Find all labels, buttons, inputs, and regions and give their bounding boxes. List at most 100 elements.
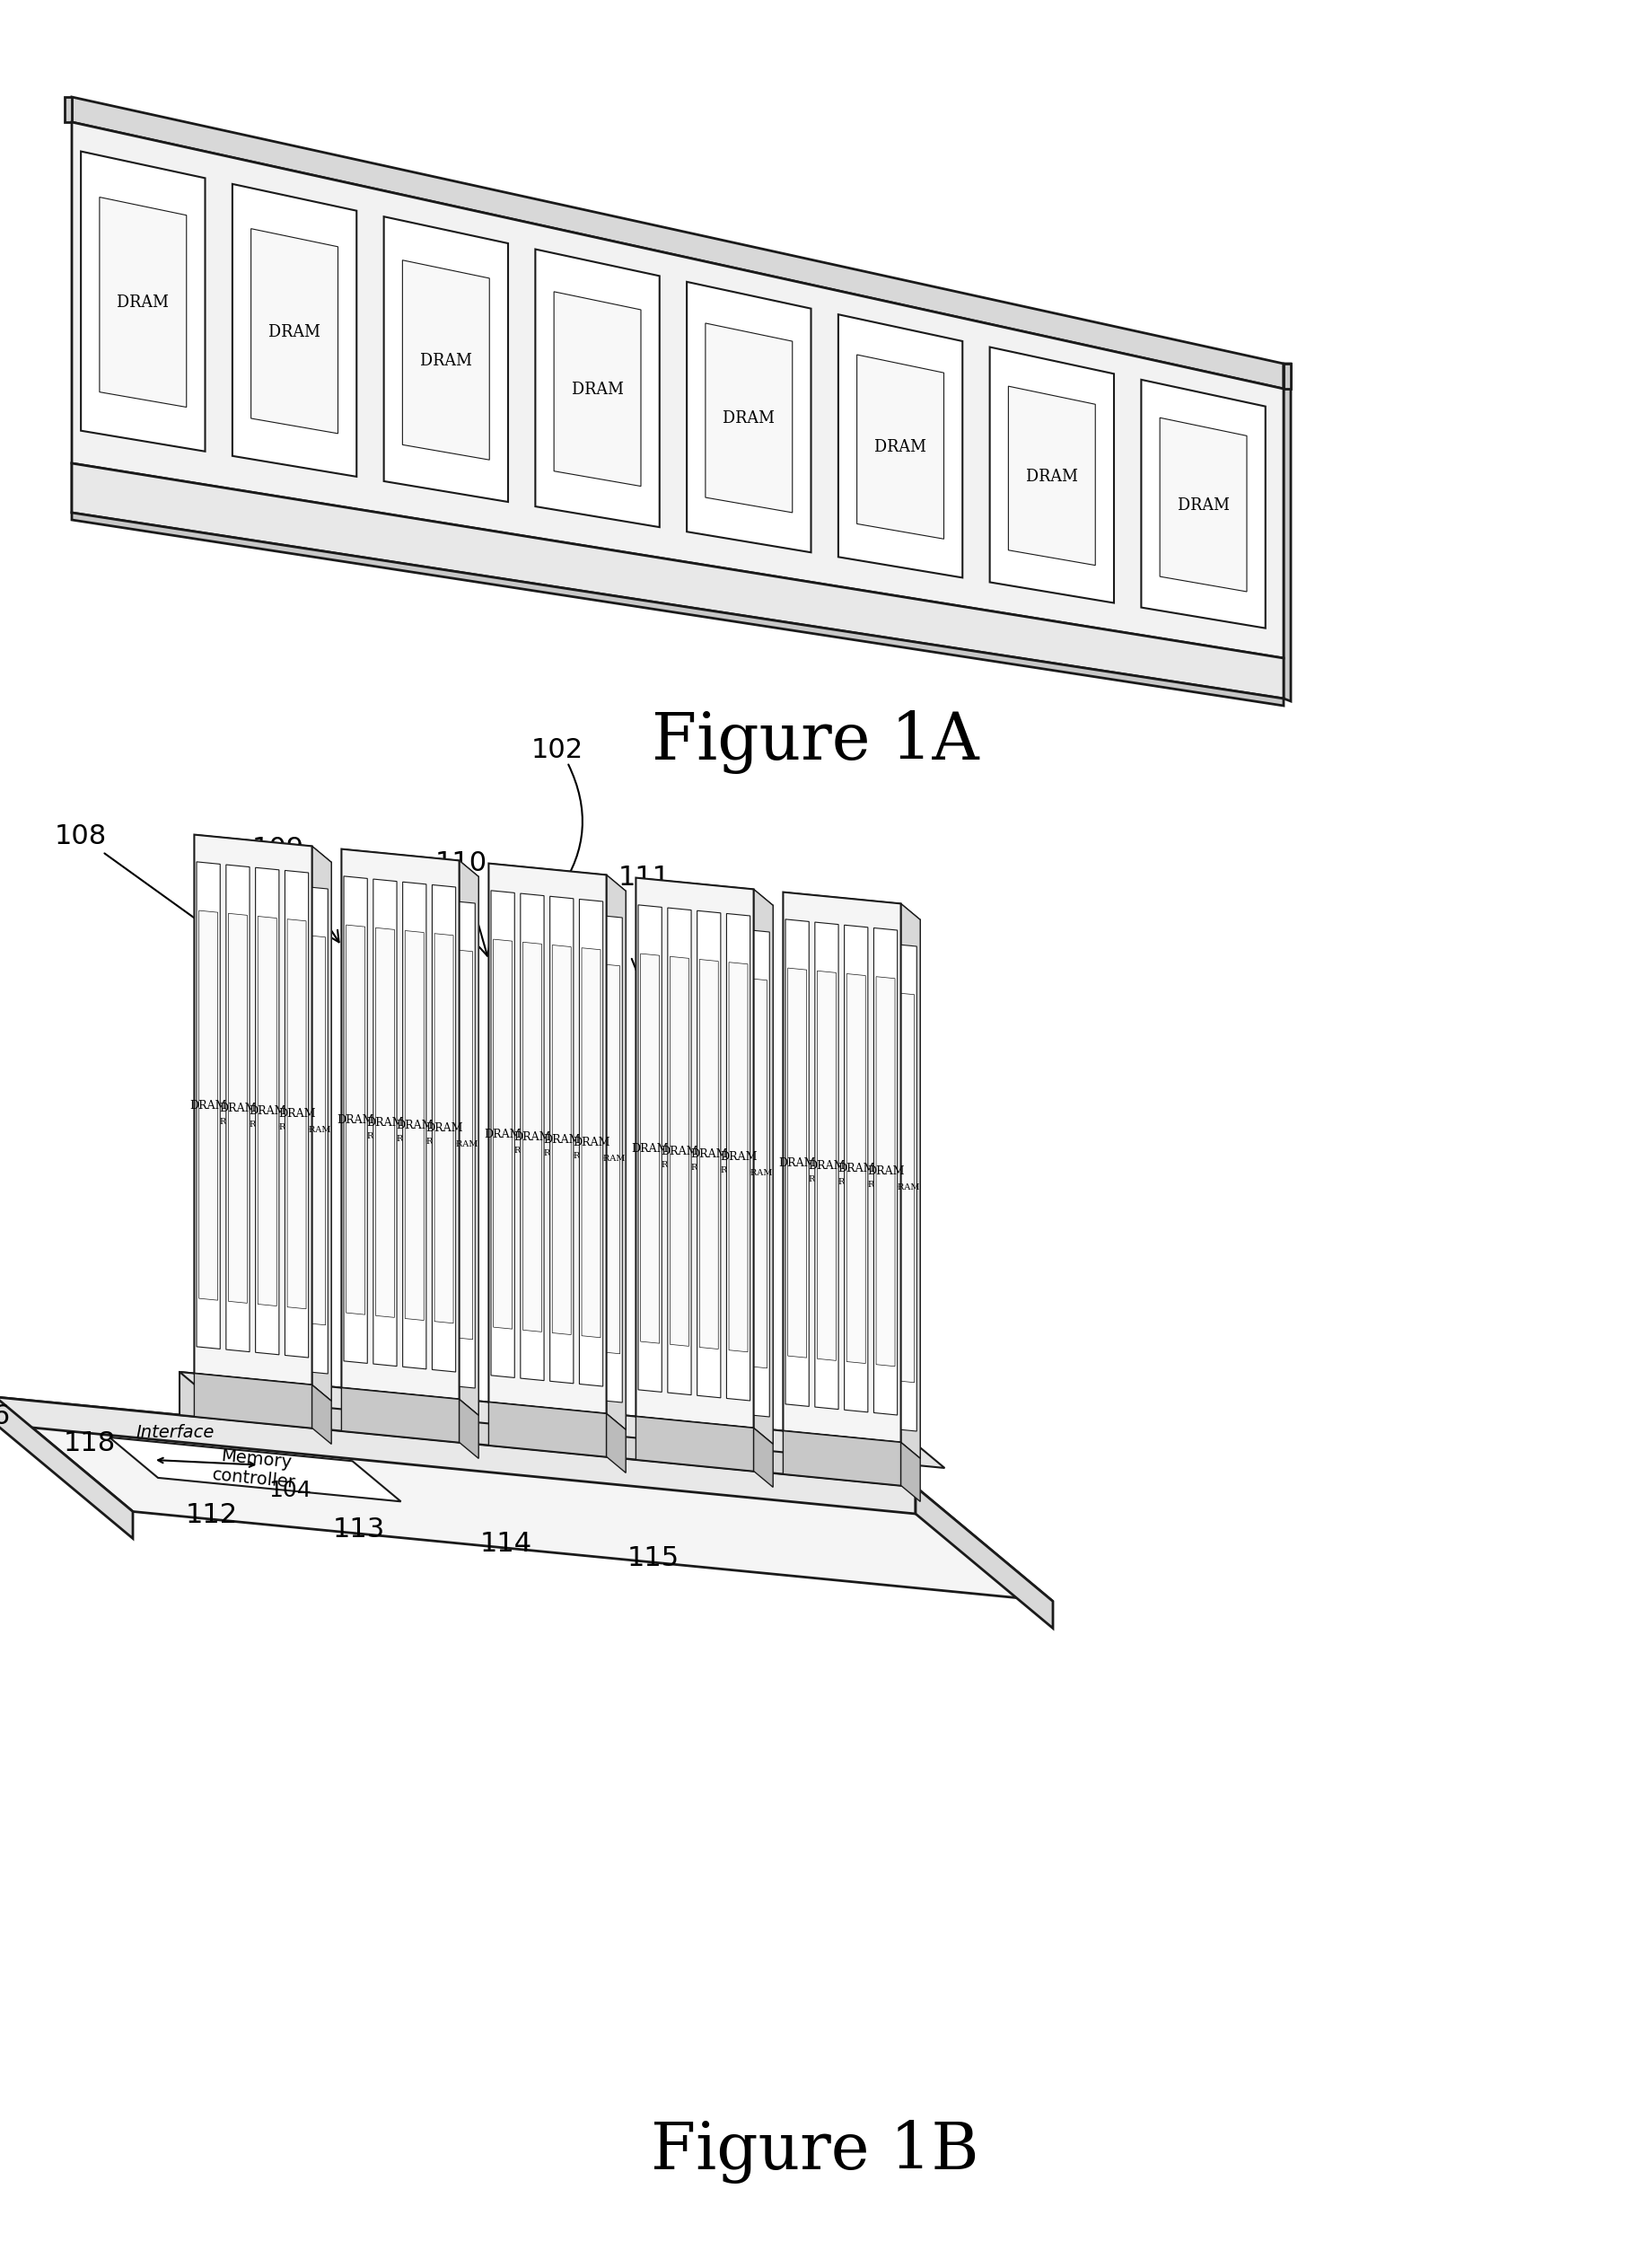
Polygon shape xyxy=(835,939,858,1427)
Polygon shape xyxy=(489,864,626,891)
Polygon shape xyxy=(403,261,489,460)
Text: DRAM: DRAM xyxy=(656,1161,683,1168)
Polygon shape xyxy=(99,197,186,408)
Polygon shape xyxy=(341,848,478,878)
Polygon shape xyxy=(555,293,641,485)
Polygon shape xyxy=(990,347,1114,603)
Polygon shape xyxy=(360,864,478,1415)
Text: DRAM: DRAM xyxy=(719,1152,757,1163)
Text: DRAM: DRAM xyxy=(685,1163,713,1173)
Text: DRAM: DRAM xyxy=(868,1166,904,1177)
Polygon shape xyxy=(670,957,688,1347)
Polygon shape xyxy=(365,941,385,1331)
Text: DRAM: DRAM xyxy=(390,1134,419,1143)
Polygon shape xyxy=(460,1399,478,1458)
Polygon shape xyxy=(373,880,396,1365)
Polygon shape xyxy=(422,898,445,1386)
Text: DRAM: DRAM xyxy=(426,1123,463,1134)
Polygon shape xyxy=(657,921,682,1408)
Polygon shape xyxy=(232,184,357,476)
Text: 108: 108 xyxy=(55,823,212,932)
Polygon shape xyxy=(749,978,767,1368)
Text: 112: 112 xyxy=(186,1501,238,1529)
Text: 113: 113 xyxy=(333,1515,385,1542)
Polygon shape xyxy=(72,463,1284,699)
Polygon shape xyxy=(109,1438,401,1501)
Polygon shape xyxy=(541,959,561,1347)
Polygon shape xyxy=(838,315,962,578)
Text: 106: 106 xyxy=(0,1404,10,1429)
Polygon shape xyxy=(895,993,915,1383)
Polygon shape xyxy=(876,978,895,1365)
Polygon shape xyxy=(194,835,312,1386)
Polygon shape xyxy=(1284,363,1290,388)
Text: DRAM: DRAM xyxy=(714,1166,742,1175)
Text: DRAM: DRAM xyxy=(248,1105,285,1116)
Polygon shape xyxy=(72,122,1284,658)
Polygon shape xyxy=(656,894,773,1445)
Text: 102: 102 xyxy=(532,737,584,764)
Polygon shape xyxy=(375,928,395,1318)
Text: DRAM: DRAM xyxy=(419,354,471,370)
Polygon shape xyxy=(783,891,920,921)
Text: DRAM: DRAM xyxy=(484,1127,522,1141)
Text: DRAM: DRAM xyxy=(367,1116,403,1129)
Polygon shape xyxy=(837,987,856,1377)
Polygon shape xyxy=(228,914,248,1304)
Polygon shape xyxy=(817,971,837,1361)
Polygon shape xyxy=(802,907,920,1458)
Polygon shape xyxy=(745,930,770,1418)
Text: DRAM: DRAM xyxy=(861,1182,891,1188)
Polygon shape xyxy=(256,869,279,1354)
Text: DRAM: DRAM xyxy=(243,1120,272,1129)
Polygon shape xyxy=(312,846,331,1402)
Polygon shape xyxy=(1008,386,1096,565)
Polygon shape xyxy=(194,1374,312,1429)
Polygon shape xyxy=(276,885,298,1370)
Polygon shape xyxy=(607,1413,626,1472)
Polygon shape xyxy=(569,912,592,1399)
Polygon shape xyxy=(312,1386,331,1445)
Polygon shape xyxy=(690,973,708,1363)
Polygon shape xyxy=(599,916,623,1402)
Text: 114: 114 xyxy=(480,1531,532,1556)
Polygon shape xyxy=(729,962,747,1352)
Polygon shape xyxy=(783,891,900,1442)
Text: DRAM: DRAM xyxy=(214,1118,243,1125)
Polygon shape xyxy=(424,946,444,1336)
Polygon shape xyxy=(553,946,571,1336)
Polygon shape xyxy=(607,875,626,1429)
Polygon shape xyxy=(706,322,793,513)
Polygon shape xyxy=(550,896,574,1383)
Polygon shape xyxy=(489,1402,607,1456)
Polygon shape xyxy=(846,973,866,1363)
Polygon shape xyxy=(453,950,473,1340)
Text: 115: 115 xyxy=(626,1545,678,1572)
Polygon shape xyxy=(251,229,338,433)
Polygon shape xyxy=(344,875,367,1363)
Polygon shape xyxy=(432,885,455,1372)
Polygon shape xyxy=(687,281,811,553)
Polygon shape xyxy=(1284,363,1290,701)
Polygon shape xyxy=(341,848,460,1399)
Text: DRAM: DRAM xyxy=(595,1154,625,1163)
Polygon shape xyxy=(179,1372,915,1488)
Polygon shape xyxy=(524,941,541,1331)
Polygon shape xyxy=(341,1388,478,1415)
Polygon shape xyxy=(754,889,773,1445)
Polygon shape xyxy=(199,909,219,1300)
Polygon shape xyxy=(716,928,740,1413)
Polygon shape xyxy=(393,896,416,1383)
Polygon shape xyxy=(866,989,886,1379)
Text: DRAM: DRAM xyxy=(338,1114,373,1125)
Text: DRAM: DRAM xyxy=(449,1141,478,1148)
Text: DRAM: DRAM xyxy=(571,381,623,397)
Polygon shape xyxy=(197,862,220,1349)
Polygon shape xyxy=(582,948,600,1338)
Polygon shape xyxy=(602,964,620,1354)
Text: 111: 111 xyxy=(618,864,670,971)
Text: DRAM: DRAM xyxy=(117,295,170,311)
Polygon shape xyxy=(667,907,692,1395)
Polygon shape xyxy=(285,871,308,1359)
Polygon shape xyxy=(696,912,721,1397)
